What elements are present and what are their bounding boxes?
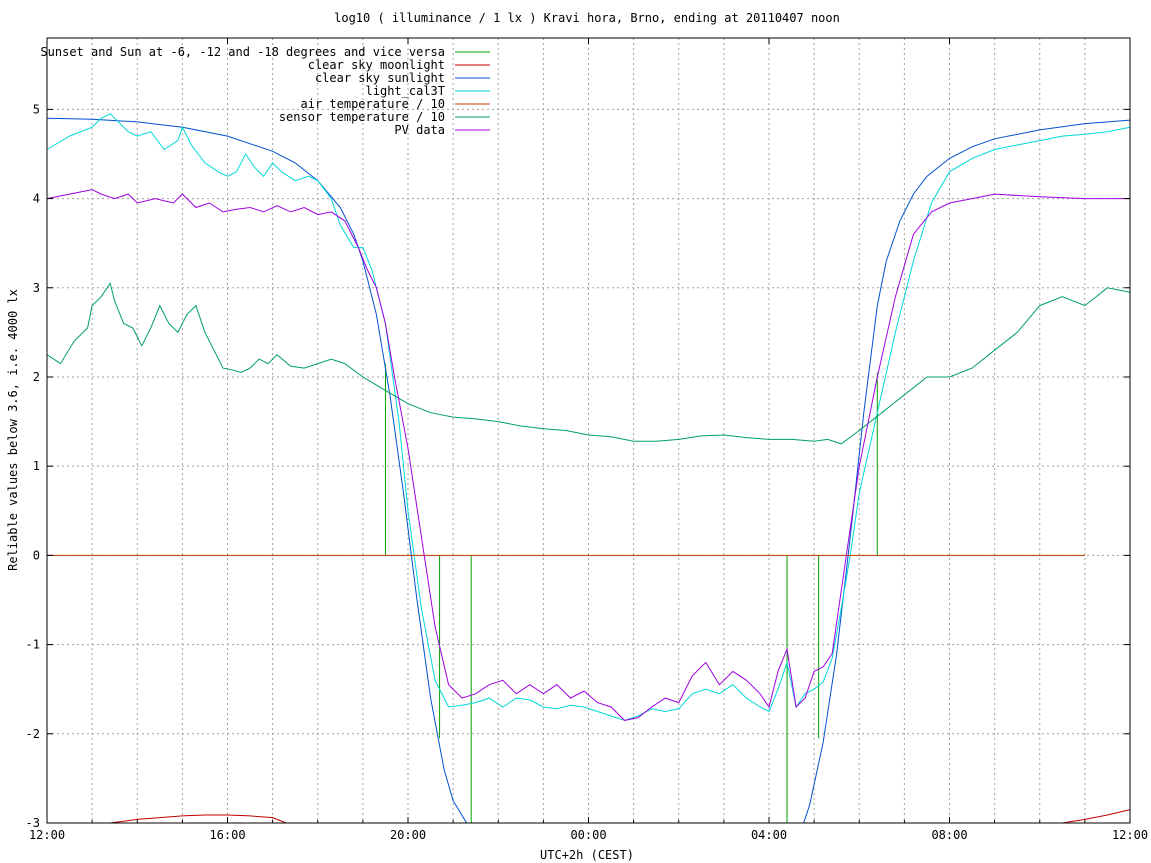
x-tick-label: 16:00 bbox=[209, 828, 245, 842]
legend: Sunset and Sun at -6, -12 and -18 degree… bbox=[40, 45, 490, 137]
plot-margin bbox=[0, 0, 47, 863]
legend-label: Sunset and Sun at -6, -12 and -18 degree… bbox=[40, 45, 445, 59]
y-tick-label: -2 bbox=[26, 727, 40, 741]
legend-label: clear sky moonlight bbox=[308, 58, 445, 72]
series-line-2 bbox=[110, 809, 1131, 824]
series-line-6 bbox=[46, 282, 1131, 445]
series-line-7 bbox=[46, 189, 1130, 721]
chart-title: log10 ( illuminance / 1 lx ) Kravi hora,… bbox=[334, 11, 840, 25]
series-line-4 bbox=[46, 113, 1131, 721]
legend-label: sensor temperature / 10 bbox=[279, 110, 445, 124]
legend-label: air temperature / 10 bbox=[301, 97, 446, 111]
x-axis-label: UTC+2h (CEST) bbox=[540, 848, 634, 862]
legend-label: PV data bbox=[394, 123, 445, 137]
x-tick-label: 12:00 bbox=[1112, 828, 1148, 842]
plot-frame bbox=[46, 37, 1131, 824]
y-tick-label: -1 bbox=[26, 638, 40, 652]
y-tick-label: 3 bbox=[33, 281, 40, 295]
x-tick-label: 00:00 bbox=[570, 828, 606, 842]
grid bbox=[47, 38, 1130, 823]
plot-margin bbox=[0, 823, 1151, 863]
x-tick-label: 08:00 bbox=[931, 828, 967, 842]
x-tick-label: 04:00 bbox=[751, 828, 787, 842]
x-tick-label: 12:00 bbox=[29, 828, 65, 842]
y-tick-label: 2 bbox=[33, 370, 40, 384]
y-tick-label: 1 bbox=[33, 459, 40, 473]
axis-ticks: 12:00 16:00 20:00 00:00 04:00 08:00 12:00 5 4 3 2 1… bbox=[26, 38, 1148, 842]
y-tick-label: 4 bbox=[33, 192, 40, 206]
y-axis-label: Reliable values below 3.6, i.e. 4000 lx bbox=[6, 289, 20, 571]
legend-label: light_cal3T bbox=[366, 84, 445, 98]
y-tick-label: 5 bbox=[33, 102, 40, 116]
plot-margin bbox=[0, 0, 1151, 38]
y-tick-label: -3 bbox=[26, 816, 40, 830]
legend-label: clear sky sunlight bbox=[315, 71, 445, 85]
x-tick-label: 20:00 bbox=[390, 828, 426, 842]
y-tick-label: 0 bbox=[33, 548, 40, 562]
plot-margin bbox=[1130, 0, 1151, 863]
